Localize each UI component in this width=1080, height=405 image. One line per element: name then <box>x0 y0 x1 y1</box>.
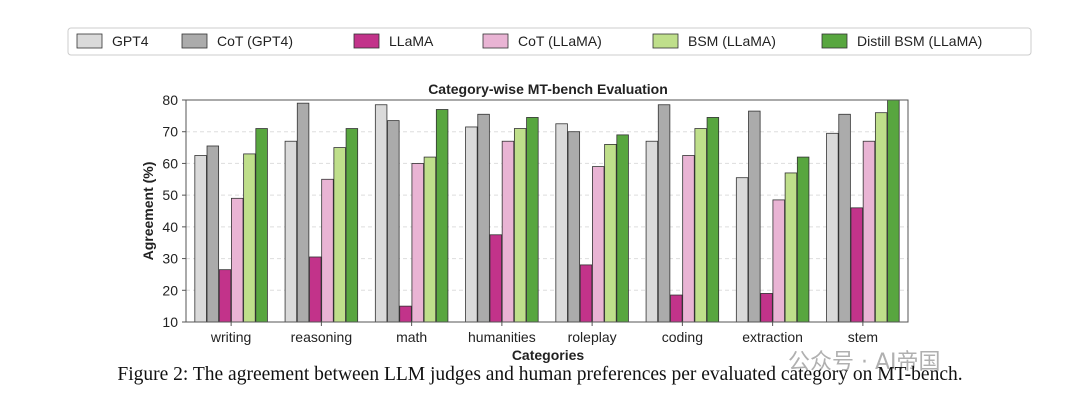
bar-extraction-3 <box>772 199 785 323</box>
bar-coding-3 <box>682 155 695 323</box>
x-tick-label: roleplay <box>568 329 617 345</box>
x-axis-label: Categories <box>512 347 585 363</box>
y-tick-label: 80 <box>162 92 178 108</box>
y-tick-label: 20 <box>162 282 178 298</box>
x-tick-label: extraction <box>742 329 803 345</box>
legend-label-3: CoT (LLaMA) <box>518 33 602 49</box>
bar-coding-2 <box>670 294 683 323</box>
bar-writing-2 <box>218 269 232 323</box>
bar-math-4 <box>423 156 437 323</box>
bar-humanities-1 <box>477 113 490 323</box>
legend-swatch-4 <box>652 33 679 49</box>
bar-reasoning-3 <box>321 178 334 323</box>
bar-writing-3 <box>231 197 244 323</box>
bar-roleplay-2 <box>579 264 593 323</box>
bars <box>194 99 900 323</box>
bar-math-5 <box>435 109 449 323</box>
y-tick-label: 50 <box>162 187 178 203</box>
x-tick-label: humanities <box>468 329 536 345</box>
bar-roleplay-5 <box>616 134 629 323</box>
bar-roleplay-3 <box>592 166 605 323</box>
x-tick-label: stem <box>848 329 878 345</box>
bar-stem-5 <box>887 99 900 323</box>
bar-reasoning-5 <box>345 128 359 323</box>
x-ticks: writing reasoning math humanities roleplay co… <box>210 322 878 345</box>
bar-writing-4 <box>243 153 256 323</box>
figure-caption: Figure 2: The agreement between LLM judg… <box>117 364 963 385</box>
x-tick-label: math <box>396 329 427 345</box>
bar-roleplay-0 <box>555 123 568 323</box>
y-axis-label: Agreement (%) <box>140 162 156 261</box>
legend-label-1: CoT (GPT4) <box>217 33 293 49</box>
bar-stem-2 <box>850 207 863 323</box>
bar-humanities-5 <box>526 117 539 323</box>
plot-frame <box>185 99 909 323</box>
bar-writing-5 <box>255 128 268 323</box>
bar-extraction-5 <box>796 156 810 323</box>
bar-reasoning-4 <box>333 147 346 323</box>
legend-label-0: GPT4 <box>112 33 149 49</box>
bar-extraction-2 <box>760 293 773 323</box>
bar-extraction-0 <box>735 177 749 323</box>
bar-coding-1 <box>657 104 671 323</box>
legend-swatch-0 <box>76 33 103 49</box>
x-tick-label: reasoning <box>291 329 353 345</box>
bar-stem-3 <box>862 140 876 323</box>
watermark: 公众号 · AI帝国 <box>788 350 941 375</box>
legend-swatch-5 <box>821 33 848 49</box>
bar-extraction-1 <box>748 110 761 323</box>
legend-swatch-3 <box>482 33 509 49</box>
legend-label-2: LLaMA <box>389 33 434 49</box>
bar-coding-4 <box>694 128 707 323</box>
bar-humanities-3 <box>501 140 515 323</box>
bar-humanities-4 <box>513 128 527 323</box>
bar-stem-1 <box>838 113 851 323</box>
y-tick-label: 70 <box>162 124 178 140</box>
y-tick-label: 40 <box>162 219 178 235</box>
y-tick-label: 60 <box>162 155 178 171</box>
legend-frame <box>67 27 1032 56</box>
legend: GPT4 CoT (GPT4) LLaMA CoT (LLaMA) BSM (LLaMA… <box>67 27 1032 56</box>
legend-label-5: Distill BSM (LLaMA) <box>857 33 982 49</box>
y-ticks: 10 20 30 40 50 60 70 80 <box>162 92 186 330</box>
bar-roleplay-4 <box>604 143 617 323</box>
bar-math-2 <box>399 305 412 323</box>
bar-reasoning-1 <box>296 102 310 323</box>
x-tick-label: writing <box>210 329 251 345</box>
bar-writing-0 <box>194 155 207 323</box>
bar-math-1 <box>387 120 400 323</box>
bar-humanities-2 <box>489 234 502 323</box>
bar-math-3 <box>411 163 424 323</box>
bar-coding-0 <box>645 140 659 323</box>
legend-swatch-2 <box>353 33 380 49</box>
y-tick-label: 10 <box>162 314 178 330</box>
bar-stem-4 <box>874 112 888 323</box>
bar-math-0 <box>374 104 388 323</box>
bar-stem-0 <box>826 132 839 323</box>
bar-coding-5 <box>706 117 720 323</box>
y-tick-label: 30 <box>162 251 178 267</box>
bar-humanities-0 <box>465 126 478 323</box>
chart-title: Category-wise MT-bench Evaluation <box>428 81 668 97</box>
bar-reasoning-0 <box>284 140 298 323</box>
bar-extraction-4 <box>784 172 798 323</box>
x-tick-label: coding <box>662 329 703 345</box>
legend-label-4: BSM (LLaMA) <box>688 33 776 49</box>
bar-roleplay-1 <box>567 131 581 323</box>
bar-writing-1 <box>206 145 220 323</box>
legend-swatch-1 <box>181 33 208 49</box>
bar-reasoning-2 <box>309 256 322 323</box>
